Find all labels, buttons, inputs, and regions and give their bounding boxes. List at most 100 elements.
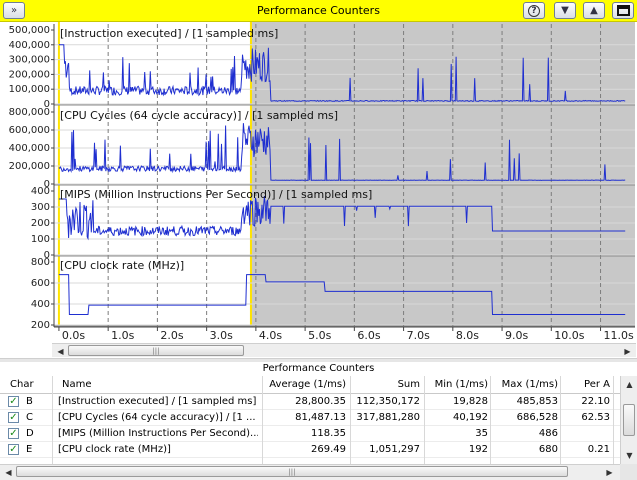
graph-horizontal-scrollbar[interactable]: ◀ ||| ▶ <box>52 343 636 357</box>
y-tick-label: 800 <box>31 257 50 268</box>
row-min: 35 <box>475 428 488 439</box>
col-sum[interactable]: Sum <box>397 379 420 390</box>
row-max: 486 <box>538 428 558 439</box>
table-title: Performance Counters <box>262 363 375 374</box>
scroll-right-icon[interactable]: ▶ <box>606 467 613 477</box>
double-chevron-right-icon: » <box>10 5 18 16</box>
y-tick-label: 100,000 <box>9 84 50 95</box>
y-tick-label: 200,000 <box>9 161 50 172</box>
panel-layout-icon <box>616 5 630 16</box>
unselected-region <box>250 22 635 327</box>
table-horizontal-scrollbar[interactable]: ◀ ||| ▶ <box>0 464 620 480</box>
row-checkbox[interactable]: ✓ <box>8 396 19 407</box>
row-max: 680 <box>538 444 558 455</box>
x-tick-label: 9.0s <box>505 329 528 342</box>
col-min[interactable]: Min (1/ms) <box>434 379 488 390</box>
col-name[interactable]: Name <box>62 379 92 390</box>
y-tick-label: 400,000 <box>9 143 50 154</box>
scroll-down-icon[interactable]: ▼ <box>626 450 633 460</box>
row-char: C <box>26 412 33 423</box>
table-row[interactable]: ✓ C [CPU Cycles (64 cycle accuracy)] / [1 … <box>0 410 620 426</box>
row-sum: 317,881,280 <box>356 412 420 423</box>
move-up-button[interactable]: ▲ <box>583 2 605 19</box>
row-min: 40,192 <box>453 412 488 423</box>
row-average: 81,487.13 <box>295 412 346 423</box>
x-tick-label: 8.0s <box>456 329 479 342</box>
series-line-1[interactable] <box>58 44 626 103</box>
y-tick-label: 200 <box>31 218 50 229</box>
row-max: 686,528 <box>516 412 558 423</box>
expand-button[interactable]: » <box>3 2 25 19</box>
table-row[interactable]: ✓ E [CPU clock rate (MHz)] 269.49 1,051,297 1… <box>0 442 620 458</box>
row-sum: 112,350,172 <box>356 396 420 407</box>
scroll-up-icon[interactable]: ▲ <box>626 379 633 389</box>
chevron-down-icon: ▼ <box>561 5 569 16</box>
row-sum: 1,051,297 <box>369 444 420 455</box>
y-tick-label: 300 <box>31 202 50 213</box>
row-name: [CPU clock rate (MHz)] <box>58 444 171 455</box>
y-tick-label: 200,000 <box>9 69 50 80</box>
row-name: [MIPS (Million Instructions Per Second).… <box>58 428 258 439</box>
y-tick-label: 600,000 <box>9 125 50 136</box>
col-per[interactable]: Per A <box>584 379 610 390</box>
table-vertical-scrollbar[interactable]: ▲ ▼ <box>620 376 637 464</box>
series-line-4[interactable] <box>58 274 626 315</box>
scroll-right-icon[interactable]: ▶ <box>624 346 631 356</box>
splitter[interactable] <box>0 358 637 362</box>
row-checkbox[interactable]: ✓ <box>8 444 19 455</box>
table-row[interactable]: ✓ D [MIPS (Million Instructions Per Second… <box>0 426 620 442</box>
y-tick-label: 200 <box>31 320 50 331</box>
panel-label: [Instruction executed] / [1 sampled ms] <box>60 27 278 40</box>
col-max[interactable]: Max (1/ms) <box>501 379 558 390</box>
panel-label: [CPU clock rate (MHz)] <box>60 259 184 272</box>
row-average: 118.35 <box>311 428 346 439</box>
y-tick-label: 400 <box>31 299 50 310</box>
row-char: E <box>26 444 33 455</box>
x-tick-label: 4.0s <box>259 329 282 342</box>
x-tick-label: 7.0s <box>407 329 430 342</box>
x-tick-label: 2.0s <box>160 329 183 342</box>
y-tick-label: 0 <box>44 250 50 261</box>
counters-table: Char Name Average (1/ms) Sum Min (1/ms) … <box>0 376 620 464</box>
window-title: Performance Counters <box>257 4 380 17</box>
vscroll-thumb[interactable] <box>623 404 635 436</box>
scrollbar-thumb[interactable]: ||| <box>68 345 244 356</box>
scroll-corner <box>620 464 637 480</box>
row-per: 62.53 <box>581 412 610 423</box>
series-line-2[interactable] <box>58 123 626 182</box>
x-tick-label: 0.0s <box>62 329 85 342</box>
x-tick-label: 1.0s <box>111 329 134 342</box>
table-scrollbar-thumb[interactable]: ||| <box>16 466 568 477</box>
series-line-3[interactable] <box>58 196 626 241</box>
row-per: 0.21 <box>587 444 610 455</box>
layout-button[interactable] <box>612 2 634 19</box>
table-row[interactable]: ✓ B [Instruction executed] / [1 sampled ms… <box>0 394 620 410</box>
x-tick-label: 3.0s <box>210 329 233 342</box>
help-button[interactable]: ? <box>523 2 545 19</box>
y-tick-label: 100 <box>31 234 50 245</box>
row-checkbox[interactable]: ✓ <box>8 412 19 423</box>
row-name: [Instruction executed] / [1 sampled ms] <box>58 396 257 407</box>
counter-graph[interactable]: 500,000400,000300,000200,000100,0000800,… <box>0 22 637 344</box>
row-min: 192 <box>468 444 488 455</box>
move-down-button[interactable]: ▼ <box>554 2 576 19</box>
row-average: 28,800.35 <box>295 396 346 407</box>
row-checkbox[interactable]: ✓ <box>8 428 19 439</box>
col-char[interactable]: Char <box>10 379 34 390</box>
row-name: [CPU Cycles (64 cycle accuracy)] / [1 ..… <box>58 412 256 423</box>
y-tick-label: 300,000 <box>9 55 50 66</box>
x-tick-label: 10.0s <box>554 329 584 342</box>
row-min: 19,828 <box>453 396 488 407</box>
row-max: 485,853 <box>516 396 558 407</box>
y-tick-label: 400 <box>31 186 50 197</box>
col-average[interactable]: Average (1/ms) <box>269 379 346 390</box>
table-header: Char Name Average (1/ms) Sum Min (1/ms) … <box>0 376 620 394</box>
scroll-left-icon[interactable]: ◀ <box>57 346 64 356</box>
title-bar: » Performance Counters ? ▼ ▲ <box>0 0 637 22</box>
y-tick-label: 400,000 <box>9 40 50 51</box>
x-tick-label: 5.0s <box>308 329 331 342</box>
chevron-up-icon: ▲ <box>590 5 598 16</box>
y-tick-label: 500,000 <box>9 25 50 36</box>
scroll-left-icon[interactable]: ◀ <box>5 467 12 477</box>
row-average: 269.49 <box>311 444 346 455</box>
